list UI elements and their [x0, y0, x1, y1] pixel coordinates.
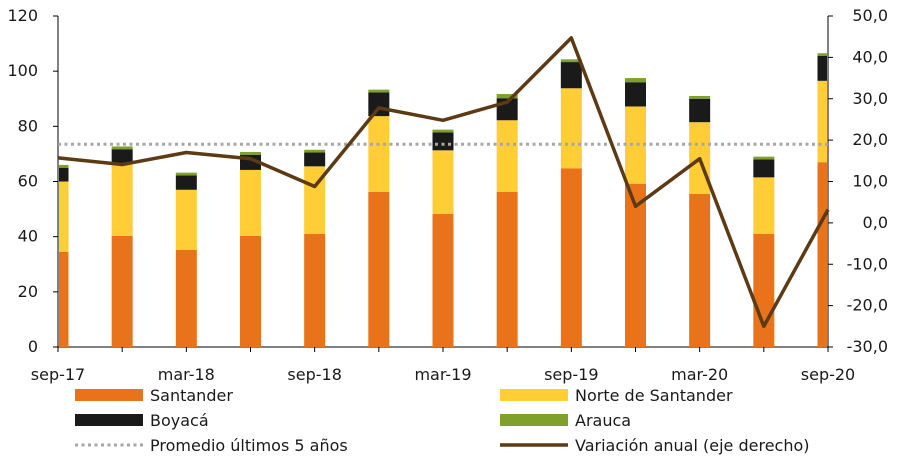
bar-norte-de-santander	[753, 177, 775, 234]
bar-boyac-	[432, 132, 454, 151]
y-left-tick-label: 80	[18, 116, 38, 135]
y-left-tick-label: 0	[28, 337, 38, 356]
bar-santander	[753, 233, 775, 347]
y-right-tick-label: -10,0	[847, 254, 888, 273]
bar-arauca	[625, 78, 646, 83]
legend-label-promedio-ltimos-5-a-os: Promedio últimos 5 años	[150, 436, 348, 455]
bar-santander	[560, 168, 582, 347]
bar-arauca	[753, 156, 775, 160]
bar-norte-de-santander	[240, 169, 261, 236]
x-tick-label: mar-18	[158, 365, 215, 384]
legend-label-boyac-: Boyacá	[150, 411, 209, 430]
y-right-tick-label: -20,0	[847, 296, 888, 315]
bar-norte-de-santander	[59, 181, 69, 252]
legend-swatch-santander	[75, 389, 143, 401]
line-variacion-anual	[57, 36, 830, 329]
bar-santander	[689, 193, 711, 347]
legend-label-santander: Santander	[150, 386, 233, 405]
y-right-tick-label: 40,0	[852, 47, 888, 66]
legend-swatch-norte-de-santander	[500, 389, 568, 401]
secondary-line-group	[57, 36, 830, 329]
x-tick-label: sep-19	[544, 365, 598, 384]
bar-boyac-	[304, 152, 326, 167]
bar-boyac-	[175, 175, 197, 190]
bar-arauca	[368, 89, 390, 93]
x-tick-label: sep-18	[287, 365, 341, 384]
y-left-tick-label: 60	[18, 172, 38, 191]
bar-boyac-	[753, 159, 775, 178]
x-tick-label: mar-20	[671, 365, 728, 384]
bar-arauca	[59, 164, 69, 168]
bar-santander	[625, 183, 646, 347]
legend-label-variaci-n-anual-eje-derecho-: Variación anual (eje derecho)	[575, 436, 810, 455]
bar-arauca	[560, 59, 582, 63]
y-left-tick-label: 100	[7, 61, 38, 80]
y-right-tick-label: 30,0	[852, 89, 888, 108]
bar-norte-de-santander	[111, 163, 133, 236]
bar-arauca	[817, 53, 827, 56]
x-tick-label: mar-19	[414, 365, 471, 384]
bar-arauca	[240, 151, 261, 155]
bar-boyac-	[59, 167, 69, 182]
bar-arauca	[304, 149, 326, 153]
bar-santander	[817, 162, 827, 347]
legend-label-arauca: Arauca	[575, 411, 631, 430]
y-right-tick-label: 10,0	[852, 172, 888, 191]
y-right-tick-label: 0,0	[863, 213, 888, 232]
bar-santander	[432, 213, 454, 347]
y-right-tick-label: 20,0	[852, 130, 888, 149]
bar-norte-de-santander	[817, 80, 827, 163]
x-tick-label: sep-17	[31, 365, 85, 384]
bar-arauca	[496, 94, 518, 99]
tick-labels: 0 20 40 60 80 100 120 -30,0 -20,0 -10,0 0,0 10,0 20,…	[7, 6, 888, 384]
bar-norte-de-santander	[625, 106, 646, 184]
bar-arauca	[432, 129, 454, 133]
bar-boyac-	[689, 98, 711, 123]
bar-norte-de-santander	[368, 116, 390, 192]
bar-norte-de-santander	[175, 189, 197, 250]
bar-santander	[240, 235, 261, 347]
legend-swatch-boyac-	[75, 414, 143, 426]
legend: Santander Norte de Santander Boyacá Arauca P…	[75, 386, 810, 455]
bar-norte-de-santander	[496, 120, 518, 192]
bar-santander	[111, 235, 133, 347]
bar-boyac-	[625, 82, 646, 107]
y-right-tick-label: -30,0	[847, 337, 888, 356]
bar-norte-de-santander	[432, 150, 454, 214]
bar-boyac-	[111, 149, 133, 164]
bar-santander	[368, 191, 390, 347]
bar-arauca	[175, 172, 197, 176]
bar-santander	[304, 233, 326, 347]
y-left-tick-label: 20	[18, 282, 38, 301]
legend-swatch-arauca	[500, 414, 568, 426]
bar-santander	[59, 251, 69, 347]
bar-boyac-	[817, 55, 827, 81]
bar-boyac-	[368, 92, 390, 117]
bars-group	[59, 53, 827, 347]
bar-boyac-	[560, 62, 582, 89]
y-right-tick-label: 50,0	[852, 6, 888, 25]
bar-santander	[496, 191, 518, 347]
bar-arauca	[689, 95, 711, 99]
bar-arauca	[111, 146, 133, 150]
x-tick-label: sep-20	[801, 365, 855, 384]
bar-norte-de-santander	[560, 88, 582, 169]
legend-label-norte-de-santander: Norte de Santander	[575, 386, 733, 405]
y-left-tick-label: 40	[18, 227, 38, 246]
bar-santander	[175, 249, 197, 347]
y-left-tick-label: 120	[7, 6, 38, 25]
